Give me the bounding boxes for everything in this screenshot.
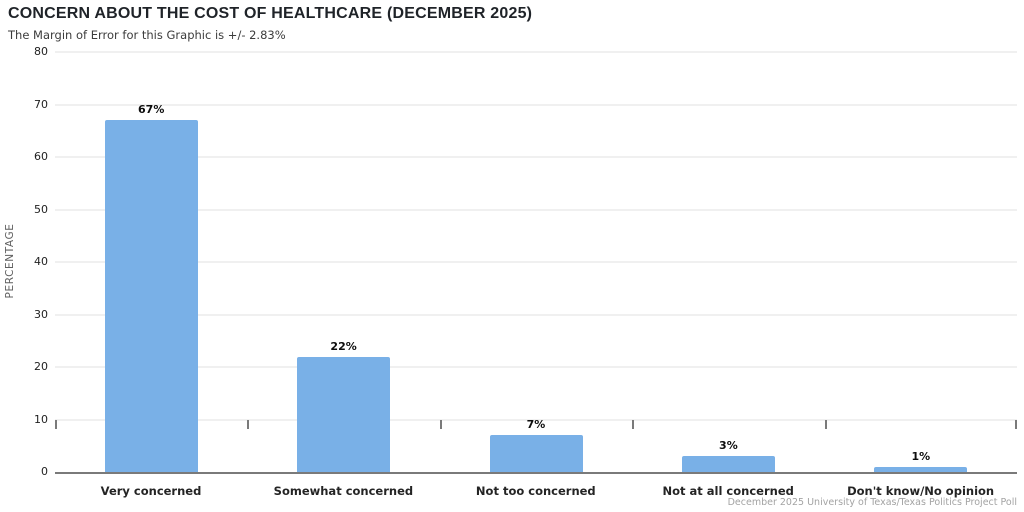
category-label: Not too concerned: [475, 484, 596, 498]
y-tick-label: 70: [34, 97, 48, 111]
y-tick-label: 0: [41, 465, 48, 478]
bar-value-label: 3%: [719, 439, 738, 453]
gridline: [55, 261, 1017, 263]
y-tick-label: 60: [34, 150, 48, 163]
y-tick-label: 30: [34, 307, 48, 321]
bar-value-label: 7%: [526, 418, 546, 432]
bar-3: [489, 435, 583, 472]
gridline: [55, 51, 1017, 53]
category-label: Very concerned: [100, 484, 202, 498]
chart-subtitle: The Margin of Error for this Graphic is …: [8, 28, 286, 42]
gridline: [55, 103, 1017, 106]
source-note: December 2025 University of Texas/Texas …: [727, 497, 1017, 508]
y-tick-label: 20: [34, 360, 48, 373]
y-tick-label: 40: [34, 255, 48, 268]
x-tick: [439, 420, 442, 429]
chart-title: CONCERN ABOUT THE COST OF HEALTHCARE (DE…: [8, 5, 533, 22]
bar-4: [681, 456, 775, 472]
gridline: [55, 366, 1017, 368]
category-label: Don't know/No opinion: [847, 484, 995, 498]
x-tick: [247, 420, 250, 429]
x-tick: [632, 420, 635, 429]
y-tick-label: 50: [34, 202, 48, 216]
bar-2: [297, 356, 391, 472]
bar-5: [874, 466, 968, 472]
x-tick: [55, 420, 57, 429]
gridline: [55, 208, 1017, 211]
gridline: [55, 418, 1017, 421]
bar-1: [104, 120, 198, 472]
bar-value-label: 22%: [330, 339, 357, 353]
category-label: Somewhat concerned: [273, 484, 414, 498]
gridline: [55, 156, 1017, 158]
gridline: [55, 313, 1017, 316]
bar-value-label: 67%: [138, 103, 165, 117]
plot-area: 67% 22% 7% 3% 1%: [55, 51, 1017, 474]
y-tick-label: 10: [34, 412, 48, 426]
bar-value-label: 1%: [911, 449, 931, 463]
x-tick: [1015, 420, 1017, 429]
category-label: Not at all concerned: [662, 484, 794, 498]
x-tick: [824, 420, 827, 429]
y-tick-label: 80: [34, 45, 48, 58]
